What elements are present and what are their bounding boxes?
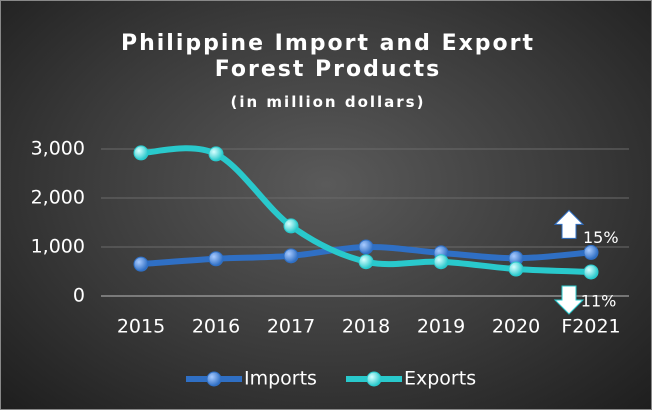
x-tick-label: 2020 [492,316,540,338]
data-point [358,239,374,255]
legend-marker [366,371,382,387]
data-point [283,218,299,234]
x-tick-label: F2021 [561,316,620,338]
data-point [508,261,524,277]
data-point [583,264,599,280]
x-tick-label: 2018 [342,316,390,338]
legend-label: Exports [404,368,476,390]
y-tick-label: 2,000 [31,187,85,209]
annotation-label: -11% [575,291,616,310]
data-point [208,146,224,162]
x-tick-label: 2015 [117,316,165,338]
y-tick-label: 3,000 [31,138,85,160]
chart-subtitle: (in million dollars) [230,93,426,111]
chart-title: Philippine Import and Export Forest Prod… [120,31,536,82]
arrow-up [553,209,585,239]
arrow-down [553,285,585,315]
annotation: 15% [553,209,619,247]
data-point [583,244,599,260]
legend-marker [206,371,222,387]
data-point [433,254,449,270]
data-point [133,256,149,272]
annotation: -11% [553,285,616,315]
x-tick-label: 2017 [267,316,315,338]
data-point [133,145,149,161]
annotation-label: 15% [583,228,619,247]
data-point [283,248,299,264]
data-point [208,251,224,267]
y-tick-label: 1,000 [31,236,85,258]
data-point [358,254,374,270]
y-tick-label: 0 [73,285,85,307]
x-tick-label: 2019 [417,316,465,338]
x-tick-label: 2016 [192,316,240,338]
legend-label: Imports [244,368,317,390]
